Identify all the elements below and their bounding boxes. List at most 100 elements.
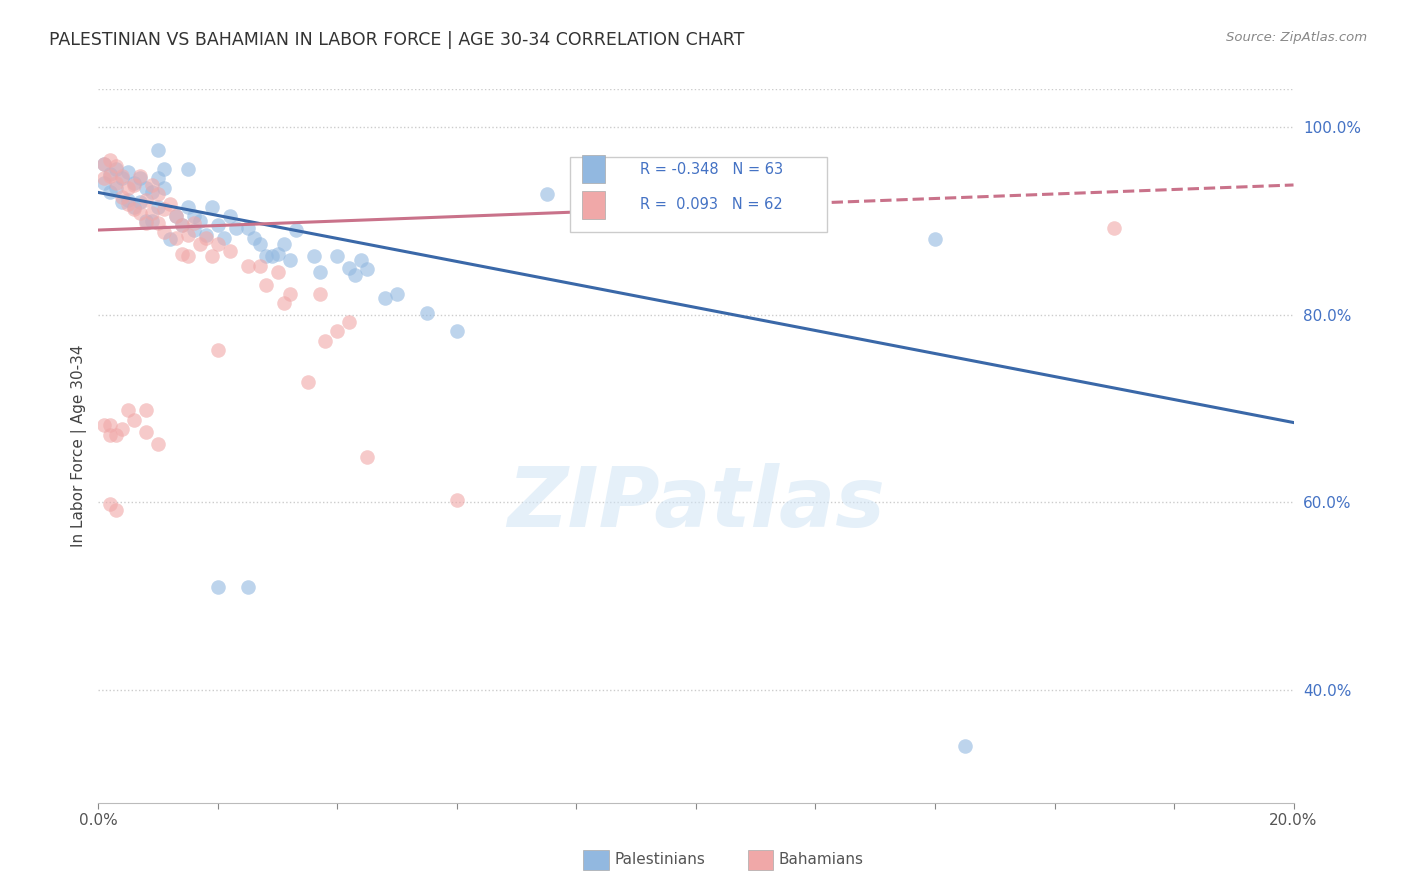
FancyBboxPatch shape <box>571 157 827 232</box>
Point <box>236 580 259 594</box>
Point <box>135 213 157 227</box>
Point <box>165 209 187 223</box>
Point <box>207 237 229 252</box>
Point <box>111 422 134 436</box>
Point <box>93 176 115 190</box>
Point <box>183 215 205 229</box>
Point <box>93 171 115 186</box>
Point <box>416 306 439 320</box>
Point <box>207 580 229 594</box>
Point <box>105 181 128 195</box>
Point <box>201 200 224 214</box>
Point <box>536 187 558 202</box>
Text: R = -0.348   N = 63: R = -0.348 N = 63 <box>640 161 783 177</box>
Point <box>297 375 319 389</box>
FancyBboxPatch shape <box>582 191 605 219</box>
Point <box>117 165 139 179</box>
Point <box>177 227 200 242</box>
Point <box>129 206 152 220</box>
Point <box>129 194 152 209</box>
Point <box>446 493 468 508</box>
Point <box>129 171 152 186</box>
Point <box>98 167 122 181</box>
Point <box>219 244 242 258</box>
Point <box>278 286 301 301</box>
Point <box>117 181 139 195</box>
Point <box>124 413 146 427</box>
Point <box>302 249 325 263</box>
Point <box>284 223 307 237</box>
Point <box>273 237 295 252</box>
Point <box>124 202 146 217</box>
Point <box>105 159 128 173</box>
Point <box>249 259 271 273</box>
Point <box>344 268 367 282</box>
Point <box>953 739 976 754</box>
Text: Palestinians: Palestinians <box>614 853 706 867</box>
Point <box>135 425 157 439</box>
Point <box>111 171 134 186</box>
Point <box>326 325 349 339</box>
Point <box>98 427 122 442</box>
Point <box>141 206 163 220</box>
Point <box>236 221 259 235</box>
Point <box>105 427 128 442</box>
Point <box>135 403 157 417</box>
Point <box>177 161 200 176</box>
Point <box>117 403 139 417</box>
Point <box>236 259 259 273</box>
Point <box>159 196 181 211</box>
Point <box>135 215 157 229</box>
Point <box>105 503 128 517</box>
Point <box>105 161 128 176</box>
Point <box>924 232 946 246</box>
Point <box>308 286 330 301</box>
Point <box>207 343 229 358</box>
Point <box>249 237 271 252</box>
Point <box>141 178 163 192</box>
Point <box>578 215 600 229</box>
Point <box>374 291 396 305</box>
Point <box>124 178 146 192</box>
Point <box>93 157 115 171</box>
Point <box>212 230 235 244</box>
Point <box>207 219 229 233</box>
Point <box>148 171 170 186</box>
Point <box>148 200 170 214</box>
Point <box>117 196 139 211</box>
Y-axis label: In Labor Force | Age 30-34: In Labor Force | Age 30-34 <box>72 344 87 548</box>
Point <box>183 223 205 237</box>
Point <box>153 161 176 176</box>
Point <box>225 221 247 235</box>
Point <box>188 213 211 227</box>
Point <box>308 265 330 279</box>
Point <box>172 219 194 233</box>
FancyBboxPatch shape <box>582 155 605 184</box>
Point <box>267 246 290 260</box>
Point <box>148 187 170 202</box>
Point <box>165 230 187 244</box>
Point <box>201 249 224 263</box>
Point <box>219 209 242 223</box>
Point <box>117 193 139 207</box>
Text: ZIPatlas: ZIPatlas <box>508 463 884 543</box>
Text: PALESTINIAN VS BAHAMIAN IN LABOR FORCE | AGE 30-34 CORRELATION CHART: PALESTINIAN VS BAHAMIAN IN LABOR FORCE |… <box>49 31 745 49</box>
Point <box>135 181 157 195</box>
Point <box>350 253 373 268</box>
Point <box>111 169 134 183</box>
Point <box>195 230 218 244</box>
Point <box>315 334 337 348</box>
Point <box>260 249 283 263</box>
Point <box>254 249 277 263</box>
Point <box>339 315 361 329</box>
Point <box>153 181 176 195</box>
Point <box>111 190 134 204</box>
Point <box>356 450 378 465</box>
Point <box>98 186 122 200</box>
Point <box>273 296 295 310</box>
Point <box>141 213 163 227</box>
Text: R =  0.093   N = 62: R = 0.093 N = 62 <box>640 197 783 212</box>
Point <box>98 169 122 183</box>
Point <box>98 418 122 433</box>
Point <box>124 176 146 190</box>
